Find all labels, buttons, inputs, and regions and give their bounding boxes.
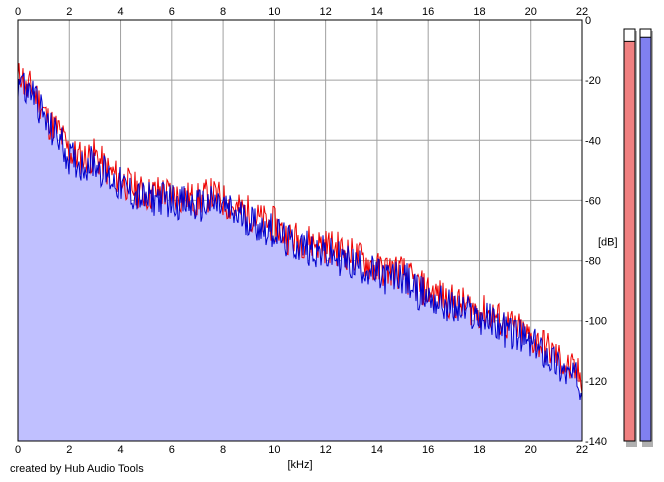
x-tick-label-bottom: 6 bbox=[169, 444, 175, 456]
x-tick-label-top: 6 bbox=[169, 6, 175, 18]
series-line-blue bbox=[17, 72, 583, 400]
y-axis-right: 0 -20 -40 -60 -80 -100 -120 -140 bbox=[585, 15, 607, 448]
y-tick-label: 0 bbox=[585, 15, 591, 27]
x-tick-label-top: 2 bbox=[66, 6, 72, 18]
x-tick-label-bottom: 14 bbox=[371, 444, 383, 456]
x-axis-bottom: 0 2 4 6 8 10 12 14 16 18 20 22 bbox=[15, 444, 588, 456]
x-tick-label-top: 4 bbox=[117, 6, 123, 18]
x-tick-label-top: 16 bbox=[422, 6, 434, 18]
x-tick-label-bottom: 22 bbox=[576, 444, 588, 456]
level-meters bbox=[623, 28, 653, 447]
x-tick-label-top: 12 bbox=[320, 6, 332, 18]
x-axis-label: [kHz] bbox=[287, 459, 312, 471]
x-tick-label-top: 8 bbox=[220, 6, 226, 18]
x-tick-label-top: 22 bbox=[576, 6, 588, 18]
x-tick-label-bottom: 12 bbox=[320, 444, 332, 456]
series-layer bbox=[17, 63, 583, 400]
x-tick-label-bottom: 0 bbox=[15, 444, 21, 456]
meter-level-blue bbox=[639, 36, 652, 442]
credit-text: created by Hub Audio Tools bbox=[10, 463, 144, 475]
x-tick-label-bottom: 16 bbox=[422, 444, 434, 456]
y-tick-label: -120 bbox=[585, 376, 607, 388]
x-axis-top: 0 2 4 6 8 10 12 14 16 18 20 22 bbox=[15, 6, 588, 18]
x-tick-label-bottom: 20 bbox=[525, 444, 537, 456]
y-tick-label: -140 bbox=[585, 436, 607, 448]
x-tick-label-top: 14 bbox=[371, 6, 383, 18]
y-axis-label: [dB] bbox=[598, 237, 618, 249]
y-tick-label: -20 bbox=[585, 75, 601, 87]
x-tick-label-top: 18 bbox=[473, 6, 485, 18]
spectrum-fill bbox=[18, 72, 582, 442]
y-tick-label: -80 bbox=[585, 256, 601, 268]
x-tick-label-bottom: 10 bbox=[268, 444, 280, 456]
x-tick-label-top: 10 bbox=[268, 6, 280, 18]
x-tick-label-bottom: 4 bbox=[117, 444, 123, 456]
meter-level-red bbox=[623, 40, 636, 442]
x-tick-label-bottom: 18 bbox=[473, 444, 485, 456]
x-tick-label-bottom: 8 bbox=[220, 444, 226, 456]
y-tick-label: -60 bbox=[585, 195, 601, 207]
series-line-red bbox=[17, 63, 583, 394]
x-tick-label-bottom: 2 bbox=[66, 444, 72, 456]
y-tick-label: -40 bbox=[585, 135, 601, 147]
x-tick-label-top: 0 bbox=[15, 6, 21, 18]
x-tick-label-top: 20 bbox=[525, 6, 537, 18]
plot-frame bbox=[17, 19, 583, 442]
spectrum-area-fill bbox=[18, 72, 582, 442]
y-tick-label: -100 bbox=[585, 316, 607, 328]
